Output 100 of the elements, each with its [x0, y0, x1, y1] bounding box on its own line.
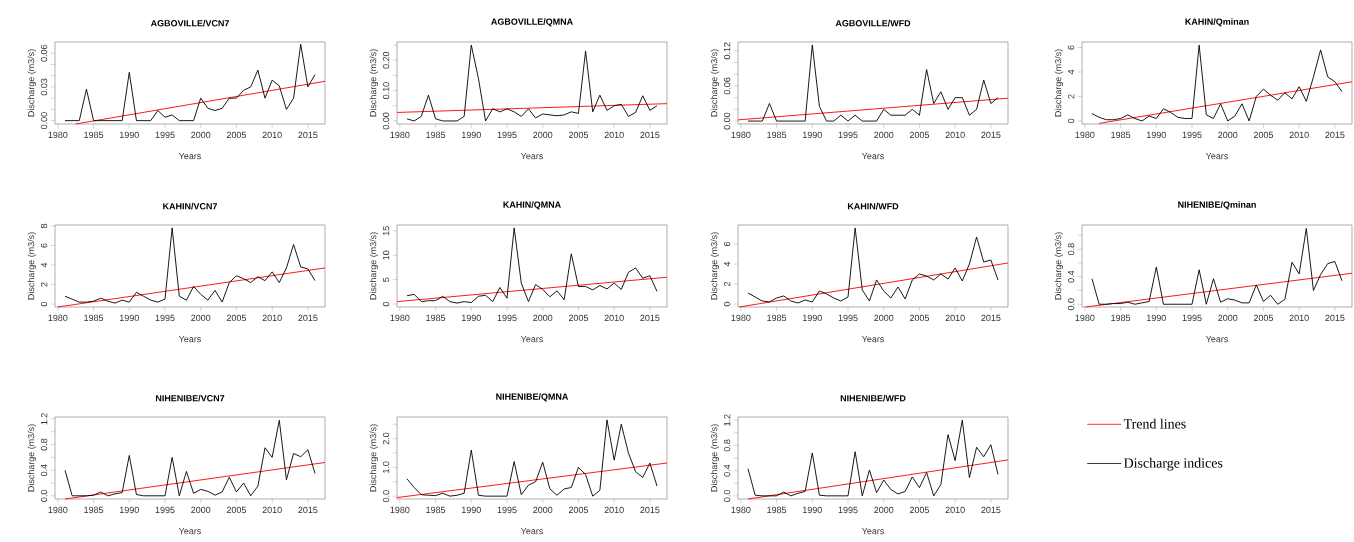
- y-tick-label: 0.20: [382, 51, 390, 69]
- x-tick-label: 2015: [640, 131, 660, 139]
- line-series: [1091, 44, 1343, 122]
- chart-title: NIHENIBE/VCN7: [155, 394, 225, 402]
- y-tick-label: 5: [382, 277, 390, 282]
- y-tick-label: 15: [382, 226, 390, 236]
- y-tick-label: 0: [382, 301, 390, 307]
- x-axis-title: Years: [861, 152, 884, 160]
- x-tick-label: 1995: [497, 314, 517, 322]
- y-axis-title: Discharge (m3/s): [1054, 49, 1064, 117]
- x-tick-label: 1985: [84, 506, 104, 514]
- y-tick-label: 0.0: [40, 489, 48, 502]
- y-axis-title: Discharge (m3/s): [27, 49, 37, 117]
- x-tick-label: 1990: [803, 131, 822, 139]
- x-tick-label: 1990: [1147, 131, 1166, 139]
- x-axis-title: Years: [1205, 152, 1228, 160]
- y-tick-label: 0.4: [40, 464, 48, 477]
- y-tick-label: 0: [40, 301, 48, 307]
- x-tick-label: 2015: [1325, 131, 1345, 139]
- x-tick-label: 1990: [462, 506, 481, 514]
- y-tick-label: 0.8: [40, 438, 48, 451]
- y-tick-label: 4: [41, 262, 48, 268]
- x-axis-title: Years: [520, 527, 543, 535]
- x-tick-label: 2000: [533, 131, 553, 139]
- y-axis-title: Discharge (m3/s): [710, 424, 720, 492]
- x-tick-label: 2000: [191, 131, 211, 139]
- x-tick-label: 2015: [298, 314, 318, 322]
- chart-title: KAHIN/QMNA: [503, 201, 561, 210]
- x-tick-label: 1985: [767, 131, 787, 139]
- x-axis-title: Years: [178, 335, 201, 343]
- x-tick-label: 2000: [874, 314, 894, 322]
- x-tick-label: 2015: [298, 131, 318, 139]
- x-tick-label: 2015: [981, 131, 1001, 139]
- y-tick-label: 8: [40, 223, 48, 229]
- y-tick-label: 0.0: [723, 489, 731, 502]
- legend-label: Discharge indices: [1124, 457, 1223, 471]
- x-tick-label: 1990: [803, 314, 822, 322]
- y-tick-label: 0.06: [40, 44, 48, 62]
- x-tick-label: 2000: [874, 131, 894, 139]
- y-tick-label: 0: [1067, 118, 1075, 124]
- chart-title: KAHIN/Qminan: [1185, 18, 1249, 27]
- x-tick-label: 2005: [909, 131, 930, 139]
- x-tick-label: 2005: [568, 314, 589, 322]
- x-tick-label: 2010: [1289, 314, 1309, 322]
- x-tick-label: 2010: [262, 131, 282, 139]
- x-tick-label: 1995: [1182, 314, 1202, 322]
- y-tick-label: 0.10: [382, 82, 390, 99]
- y-tick-label: 0.0: [382, 490, 390, 503]
- chart-title: AGBOVILLE/VCN7: [150, 19, 229, 27]
- x-tick-label: 2015: [640, 506, 660, 514]
- y-tick-label: 0.12: [723, 42, 731, 60]
- y-tick-label: 6: [1067, 45, 1075, 50]
- x-tick-label: 2010: [604, 131, 624, 139]
- legend-label: Trend lines: [1123, 418, 1186, 429]
- x-tick-label: 2000: [533, 314, 553, 322]
- x-tick-label: 1985: [84, 314, 104, 322]
- line-series: [64, 227, 316, 304]
- x-tick-label: 2010: [604, 506, 624, 514]
- x-tick-label: 1995: [155, 506, 175, 514]
- x-tick-label: 1980: [390, 131, 410, 139]
- y-axis-title: Discharge (m3/s): [27, 424, 37, 492]
- x-tick-label: 1980: [731, 131, 751, 139]
- x-tick-label: 1980: [48, 314, 68, 322]
- x-tick-label: 2000: [874, 506, 894, 514]
- x-tick-label: 2015: [298, 506, 318, 514]
- x-tick-label: 2005: [568, 506, 589, 514]
- line-series: [747, 227, 999, 304]
- y-tick-label: 1.0: [382, 461, 390, 473]
- chart-title: KAHIN/VCN7: [163, 202, 217, 210]
- x-tick-label: 2000: [191, 314, 211, 322]
- x-tick-label: 2010: [945, 314, 965, 322]
- chart-title: AGBOVILLE/QMNA: [491, 18, 573, 27]
- x-tick-label: 2010: [1289, 131, 1309, 139]
- x-tick-label: 2005: [909, 506, 930, 514]
- x-tick-label: 2010: [945, 131, 965, 139]
- x-tick-label: 1995: [838, 506, 858, 514]
- x-tick-label: 1980: [1075, 131, 1095, 139]
- x-tick-label: 1995: [497, 131, 517, 139]
- x-tick-label: 2000: [191, 506, 211, 514]
- x-tick-label: 1990: [120, 131, 139, 139]
- y-tick-label: 0.8: [723, 439, 731, 452]
- y-tick-label: 0.4: [1067, 270, 1075, 283]
- x-tick-label: 1985: [1111, 314, 1131, 322]
- x-tick-label: 1995: [1182, 131, 1202, 139]
- x-axis-title: Years: [861, 335, 884, 343]
- y-tick-label: 0.00: [723, 112, 731, 130]
- y-tick-label: 2: [1067, 94, 1075, 99]
- x-tick-label: 1980: [731, 314, 751, 322]
- y-tick-label: 0.03: [40, 78, 48, 96]
- y-tick-label: 2: [723, 281, 731, 287]
- x-axis-title: Years: [520, 335, 543, 343]
- x-tick-label: 1980: [1075, 314, 1095, 322]
- chart-title: KAHIN/WFD: [847, 202, 899, 210]
- x-tick-label: 2000: [1218, 314, 1238, 322]
- x-tick-label: 1990: [462, 314, 481, 322]
- y-axis-title: Discharge (m3/s): [369, 424, 379, 492]
- x-tick-label: 2000: [533, 506, 553, 514]
- x-tick-label: 1985: [84, 131, 104, 139]
- x-tick-label: 1985: [426, 506, 446, 514]
- y-axis-title: Discharge (m3/s): [710, 232, 720, 300]
